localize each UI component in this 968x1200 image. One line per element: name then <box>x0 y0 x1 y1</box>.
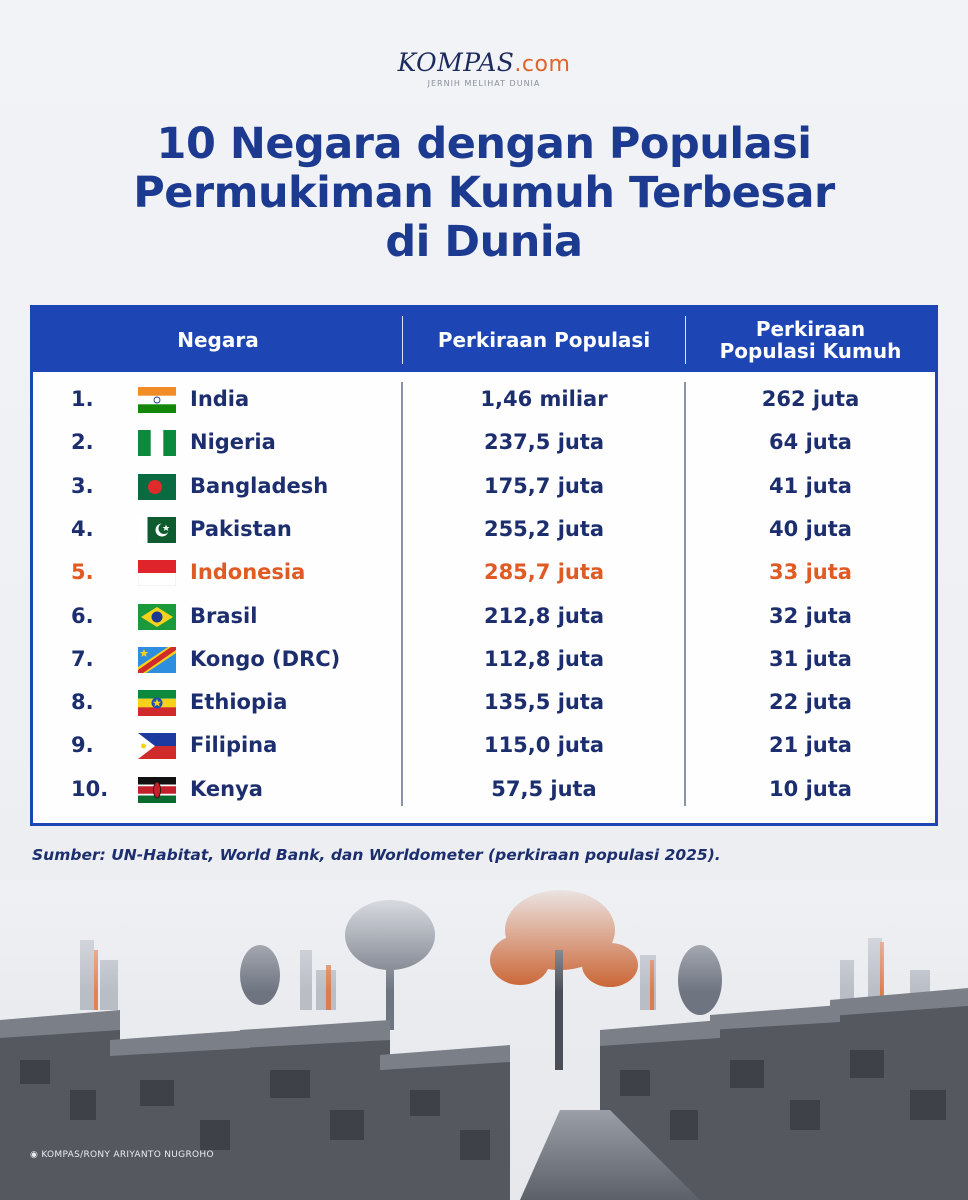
population-value: 237,5 juta <box>483 430 605 455</box>
table-row: 7. Kongo (DRC) 112,8 juta 31 juta <box>33 639 935 682</box>
rank-number: 6. <box>71 603 94 628</box>
nigeria-flag <box>138 430 176 457</box>
population-value: 285,7 juta <box>483 560 605 585</box>
table-row: 10. Kenya 57,5 juta 10 juta <box>33 769 935 812</box>
table-row: 9. Filipina 115,0 juta 21 juta <box>33 725 935 768</box>
indonesia-flag <box>138 560 176 587</box>
population-value: 57,5 juta <box>491 776 597 801</box>
bangladesh-flag <box>138 473 176 500</box>
header-slum-line-2: Populasi Kumuh <box>719 339 902 363</box>
pakistan-flag <box>138 516 176 543</box>
kompas-logo: KOMPAS.com JERNIH MELIHAT DUNIA <box>0 48 968 88</box>
country-name: Bangladesh <box>190 473 329 498</box>
country-name: Brasil <box>190 603 258 628</box>
country-name: Indonesia <box>190 560 306 585</box>
rank-number: 8. <box>71 690 94 715</box>
column-divider <box>684 382 686 806</box>
rank-number: 1. <box>71 387 94 411</box>
country-name: Ethiopia <box>190 690 288 715</box>
table-row: 6. Brasil 212,8 juta 32 juta <box>33 596 935 639</box>
table-row: 8. Ethiopia 135,5 juta 22 juta <box>33 682 935 725</box>
rank-number: 5. <box>71 560 94 585</box>
header-divider <box>402 316 403 364</box>
camera-icon: ◉ <box>30 1150 39 1160</box>
country-name: Filipina <box>190 733 278 758</box>
column-divider <box>401 382 403 806</box>
ranking-table: Negara Perkiraan Populasi Perkiraan Popu… <box>30 305 938 826</box>
country-name: India <box>190 387 250 411</box>
logo-name: KOMPAS <box>397 48 515 77</box>
population-value: 212,8 juta <box>483 603 605 628</box>
title-line-1: 10 Negara dengan Populasi <box>156 119 812 169</box>
header-divider <box>685 316 686 364</box>
kenya-flag <box>138 776 176 803</box>
slum-population-value: 22 juta <box>769 690 852 715</box>
slum-population-value: 40 juta <box>769 516 852 541</box>
population-value: 175,7 juta <box>483 473 605 498</box>
table-row: 5. Indonesia 285,7 juta 33 juta <box>33 552 935 595</box>
rank-number: 10. <box>71 776 109 801</box>
table-header: Negara Perkiraan Populasi Perkiraan Popu… <box>33 308 935 372</box>
rank-number: 7. <box>71 646 94 671</box>
header-slum-population: Perkiraan Populasi Kumuh <box>686 308 935 372</box>
slum-river-photo <box>0 880 968 1200</box>
photo-credit-text: KOMPAS/RONY ARIYANTO NUGROHO <box>41 1150 214 1160</box>
brazil-flag <box>138 603 176 630</box>
drc-flag <box>138 646 176 673</box>
header-slum-line-1: Perkiraan <box>755 317 866 341</box>
rank-number: 4. <box>71 516 94 541</box>
table-row: 1. India 1,46 miliar 262 juta <box>33 379 935 422</box>
country-name: Kongo (DRC) <box>190 646 341 671</box>
slum-population-value: 41 juta <box>769 473 852 498</box>
india-flag <box>138 387 176 413</box>
logo-suffix: .com <box>514 52 571 77</box>
slum-population-value: 10 juta <box>769 776 852 801</box>
country-name: Kenya <box>190 776 263 801</box>
page-title: 10 Negara dengan Populasi Permukiman Kum… <box>0 120 968 267</box>
slum-population-value: 21 juta <box>769 733 852 758</box>
header-population: Perkiraan Populasi <box>437 328 651 352</box>
rank-number: 2. <box>71 430 94 455</box>
table-row: 2. Nigeria 237,5 juta 64 juta <box>33 422 935 465</box>
country-name: Pakistan <box>190 516 292 541</box>
slum-population-value: 64 juta <box>769 430 852 455</box>
philippines-flag <box>138 733 176 760</box>
table-row: 3. Bangladesh 175,7 juta 41 juta <box>33 466 935 509</box>
population-value: 115,0 juta <box>483 733 605 758</box>
photo-credit: ◉ KOMPAS/RONY ARIYANTO NUGROHO <box>30 1150 214 1160</box>
slum-population-value: 33 juta <box>769 560 852 585</box>
title-line-3: di Dunia <box>385 217 583 267</box>
rank-number: 3. <box>71 473 94 498</box>
logo-tagline: JERNIH MELIHAT DUNIA <box>427 79 541 88</box>
ethiopia-flag <box>138 690 176 717</box>
rank-number: 9. <box>71 733 94 758</box>
population-value: 135,5 juta <box>483 690 605 715</box>
country-name: Nigeria <box>190 430 276 455</box>
title-line-2: Permukiman Kumuh Terbesar <box>133 168 835 218</box>
slum-population-value: 262 juta <box>761 387 860 411</box>
header-country: Negara <box>177 328 259 352</box>
slum-population-value: 32 juta <box>769 603 852 628</box>
population-value: 112,8 juta <box>483 646 605 671</box>
source-note: Sumber: UN-Habitat, World Bank, dan Worl… <box>32 846 721 864</box>
population-value: 1,46 miliar <box>480 387 608 411</box>
slum-population-value: 31 juta <box>769 646 852 671</box>
population-value: 255,2 juta <box>483 516 605 541</box>
table-row: 4. Pakistan 255,2 juta 40 juta <box>33 509 935 552</box>
